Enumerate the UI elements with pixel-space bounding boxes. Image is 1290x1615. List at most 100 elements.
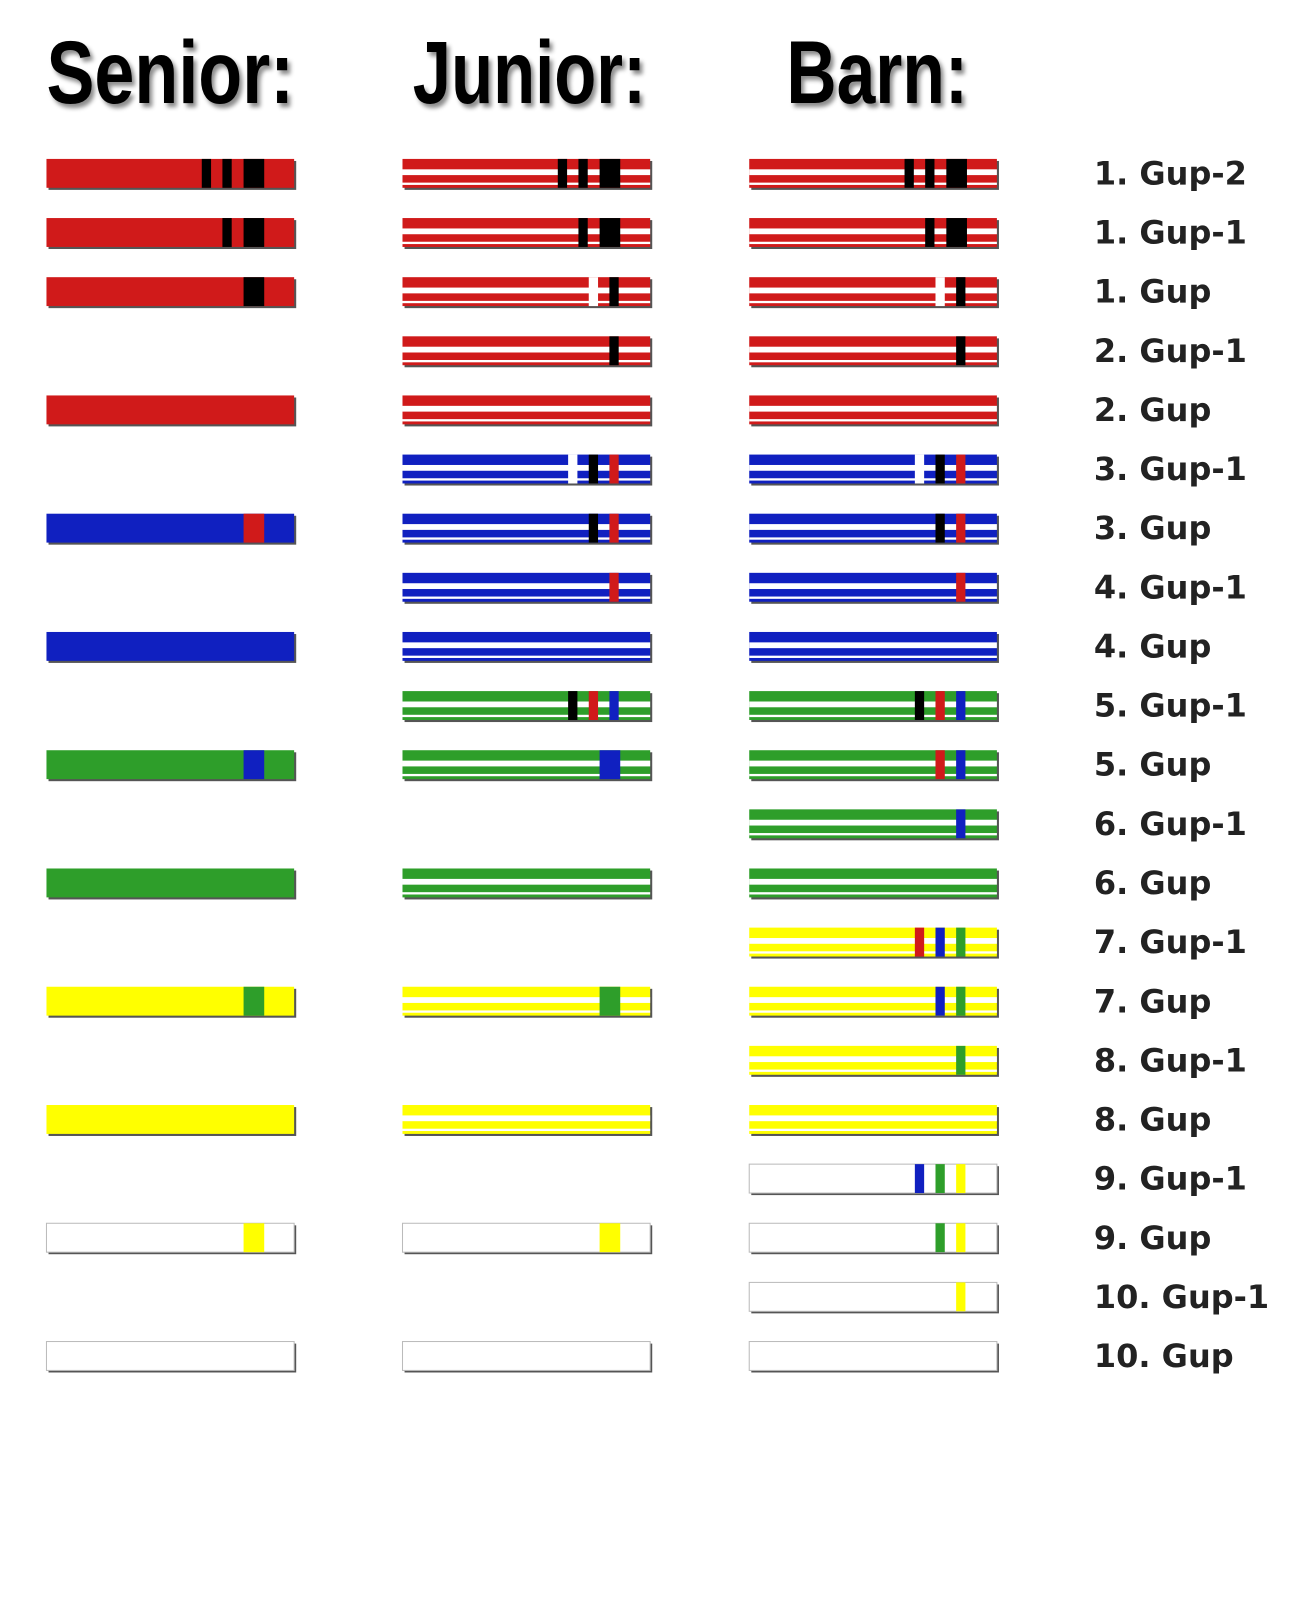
belt-body [46, 868, 295, 898]
belt-center-stripe [749, 878, 997, 885]
rank-stripe [946, 158, 967, 188]
rank-stripe [588, 513, 599, 543]
rank-stripe [956, 1282, 966, 1312]
belt-body [401, 1341, 651, 1371]
belt-edge-stripe [749, 951, 997, 954]
belt [402, 218, 653, 250]
rank-stripe [935, 927, 945, 957]
belt-center-stripe [402, 583, 651, 590]
belt-edge-stripe [402, 892, 651, 895]
belt [402, 395, 653, 427]
rank-stripe [914, 454, 925, 484]
belt-center-stripe [749, 997, 997, 1003]
rank-label: 5. Gup [1094, 746, 1211, 784]
rank-stripe [956, 691, 966, 720]
belt [402, 454, 653, 486]
rank-label: 5. Gup-1 [1094, 687, 1247, 725]
belt-center-stripe [749, 464, 997, 471]
belt-edge-stripe [749, 1010, 997, 1013]
rank-stripe [956, 572, 966, 602]
rank-stripe [914, 1164, 925, 1194]
rank-stripe [599, 158, 621, 188]
belt [46, 750, 297, 782]
belt [46, 631, 297, 663]
rank-stripe [935, 750, 945, 780]
belt [46, 868, 297, 900]
belt-center-stripe [402, 701, 651, 708]
rank-label: 3. Gup-1 [1094, 450, 1247, 488]
rank-stripe [956, 750, 966, 780]
rank-stripe [243, 158, 265, 188]
belt-center-stripe [749, 642, 997, 649]
rank-label: 9. Gup-1 [1094, 1160, 1247, 1198]
rank-stripe [956, 336, 966, 366]
rank-stripe [904, 158, 914, 188]
belts [45, 158, 999, 1373]
belt [749, 1105, 999, 1136]
belt-edge-stripe [402, 714, 651, 718]
belt [46, 277, 297, 309]
rank-stripe [609, 277, 619, 307]
belt-edge-stripe [749, 360, 997, 363]
belt-center-stripe [749, 1056, 997, 1063]
belt-center-stripe [749, 1115, 997, 1122]
belt [749, 1045, 999, 1077]
belt [402, 1105, 653, 1136]
rank-stripe [609, 691, 619, 720]
rank-label: 7. Gup-1 [1094, 923, 1247, 961]
rank-stripe [609, 572, 619, 602]
belt-center-stripe [749, 287, 997, 294]
belt-center-stripe [749, 760, 997, 767]
rank-stripe [609, 454, 619, 484]
rank-stripe [956, 809, 966, 839]
belt-body [46, 631, 295, 661]
rank-stripe [935, 691, 945, 720]
rank-label: 8. Gup [1094, 1101, 1211, 1139]
belt [46, 986, 297, 1018]
belt-center-stripe [402, 760, 651, 767]
belt-edge-stripe [402, 1128, 651, 1132]
belt-body [748, 1222, 998, 1253]
rank-label: 2. Gup-1 [1094, 332, 1247, 370]
belt [749, 750, 999, 782]
belt [749, 158, 999, 190]
belt-center-stripe [749, 938, 997, 944]
belt [749, 395, 999, 427]
belt [402, 158, 653, 190]
belt-center-stripe [749, 228, 997, 235]
rank-stripe [956, 986, 966, 1016]
belt [749, 691, 999, 723]
belt-edge-stripe [749, 241, 997, 245]
rank-stripe [243, 1223, 265, 1253]
column-header: Barn: [786, 23, 968, 122]
belt-edge-stripe [749, 419, 997, 422]
belt-center-stripe [402, 642, 651, 649]
belt [749, 513, 999, 545]
belt [749, 868, 999, 900]
rank-label: 1. Gup [1094, 273, 1211, 311]
belt-edge-stripe [402, 360, 651, 363]
belt-edge-stripe [402, 300, 651, 304]
belt [46, 158, 297, 190]
belt-body [748, 1163, 998, 1194]
belt-center-stripe [749, 346, 997, 353]
belt-center-stripe [749, 169, 997, 176]
belt [402, 691, 653, 723]
belt-edge-stripe [749, 596, 997, 599]
belt-edge-stripe [749, 892, 997, 895]
belt-body [748, 1281, 998, 1312]
belt-center-stripe [402, 997, 651, 1003]
rank-stripe [935, 454, 945, 484]
belt-center-stripe [749, 405, 997, 412]
belt [749, 986, 999, 1018]
belt [402, 750, 653, 782]
belt-edge-stripe [749, 478, 997, 481]
rank-label: 1. Gup-1 [1094, 214, 1247, 252]
rank-label: 8. Gup-1 [1094, 1041, 1247, 1079]
belt [402, 336, 653, 368]
rank-label: 9. Gup [1094, 1219, 1211, 1257]
rank-stripe [578, 158, 588, 188]
belt [402, 631, 653, 663]
rank-stripe [935, 513, 945, 543]
belt [748, 1222, 999, 1255]
